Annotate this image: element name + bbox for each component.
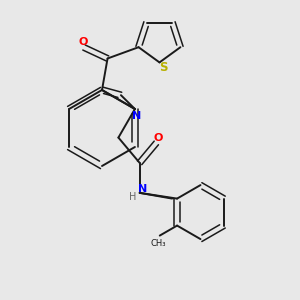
Text: S: S [159, 61, 168, 74]
Text: CH₃: CH₃ [150, 239, 166, 248]
Text: N: N [138, 184, 147, 194]
Text: O: O [154, 133, 163, 143]
Text: O: O [78, 38, 88, 47]
Text: N: N [132, 111, 142, 121]
Text: H: H [129, 192, 136, 202]
